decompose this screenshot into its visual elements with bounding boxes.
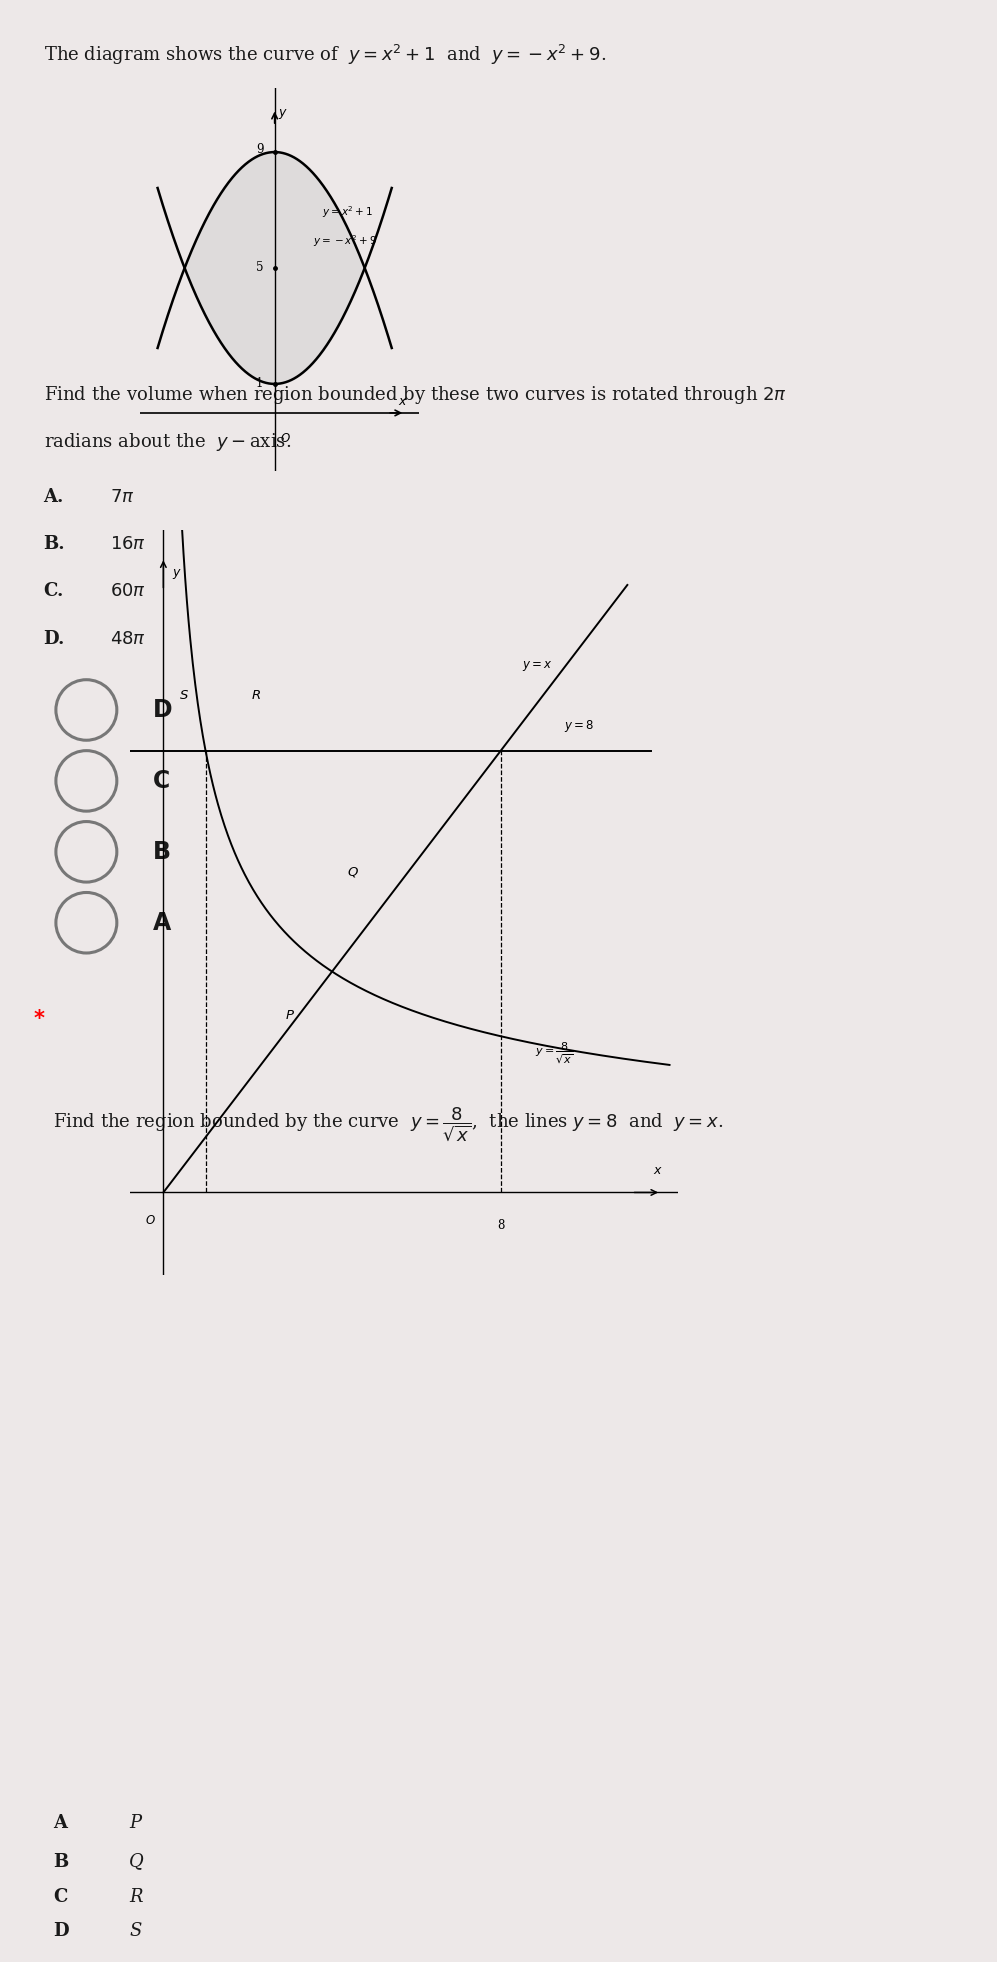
Text: $y=x$: $y=x$ [521, 659, 552, 673]
Text: $16\pi$: $16\pi$ [110, 536, 147, 553]
Text: B: B [53, 1852, 68, 1870]
Text: D: D [53, 1923, 69, 1940]
Text: $R$: $R$ [251, 689, 261, 702]
Text: C: C [153, 769, 170, 793]
Text: R: R [130, 1887, 143, 1905]
Text: $y$: $y$ [278, 108, 288, 122]
Text: Find the volume when region bounded by these two curves is rotated through $2\pi: Find the volume when region bounded by t… [44, 385, 787, 406]
Text: $x$: $x$ [653, 1163, 662, 1177]
Text: $y=8$: $y=8$ [564, 718, 594, 734]
Text: The diagram shows the curve of  $y=x^2+1$  and  $y=-x^2+9$.: The diagram shows the curve of $y=x^2+1$… [44, 43, 605, 67]
Text: $O$: $O$ [146, 1214, 157, 1226]
Text: C.: C. [44, 583, 64, 600]
Text: $x$: $x$ [398, 394, 408, 408]
Text: C: C [53, 1887, 68, 1905]
Text: $48\pi$: $48\pi$ [110, 630, 147, 647]
Text: $Q$: $Q$ [347, 865, 359, 879]
Text: $P$: $P$ [285, 1008, 295, 1022]
Text: A.: A. [44, 489, 64, 506]
Text: P: P [130, 1815, 142, 1833]
Text: D.: D. [44, 630, 65, 647]
Text: $60\pi$: $60\pi$ [110, 583, 147, 600]
Text: A: A [53, 1815, 67, 1833]
Text: $O$: $O$ [280, 432, 291, 445]
Text: *: * [34, 1008, 45, 1028]
Text: radians about the  $y-$axis.: radians about the $y-$axis. [44, 432, 291, 453]
Text: $y=-x^2+9$: $y=-x^2+9$ [313, 233, 377, 249]
Text: 1: 1 [256, 377, 263, 390]
Text: S: S [130, 1923, 142, 1940]
Text: Find the region bounded by the curve  $y=\dfrac{8}{\sqrt{x}}$,  the lines $y=8$ : Find the region bounded by the curve $y=… [53, 1105, 723, 1142]
Text: B: B [153, 840, 171, 863]
Text: 9: 9 [256, 143, 263, 155]
Text: A: A [153, 910, 171, 934]
Text: $y=\dfrac{8}{\sqrt{x}}$: $y=\dfrac{8}{\sqrt{x}}$ [534, 1040, 573, 1065]
Text: $y=x^2+1$: $y=x^2+1$ [322, 204, 373, 220]
Text: D: D [153, 698, 172, 722]
Text: B.: B. [44, 536, 65, 553]
Text: $7\pi$: $7\pi$ [110, 489, 135, 506]
Text: 8: 8 [498, 1218, 504, 1232]
Text: Q: Q [130, 1852, 144, 1870]
Text: $S$: $S$ [179, 689, 189, 702]
Text: 5: 5 [256, 261, 263, 275]
Text: $y$: $y$ [171, 567, 181, 581]
